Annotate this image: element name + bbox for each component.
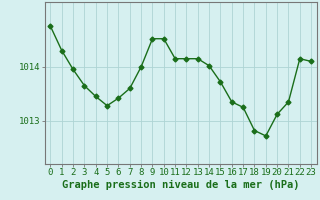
X-axis label: Graphe pression niveau de la mer (hPa): Graphe pression niveau de la mer (hPa) [62,180,300,190]
